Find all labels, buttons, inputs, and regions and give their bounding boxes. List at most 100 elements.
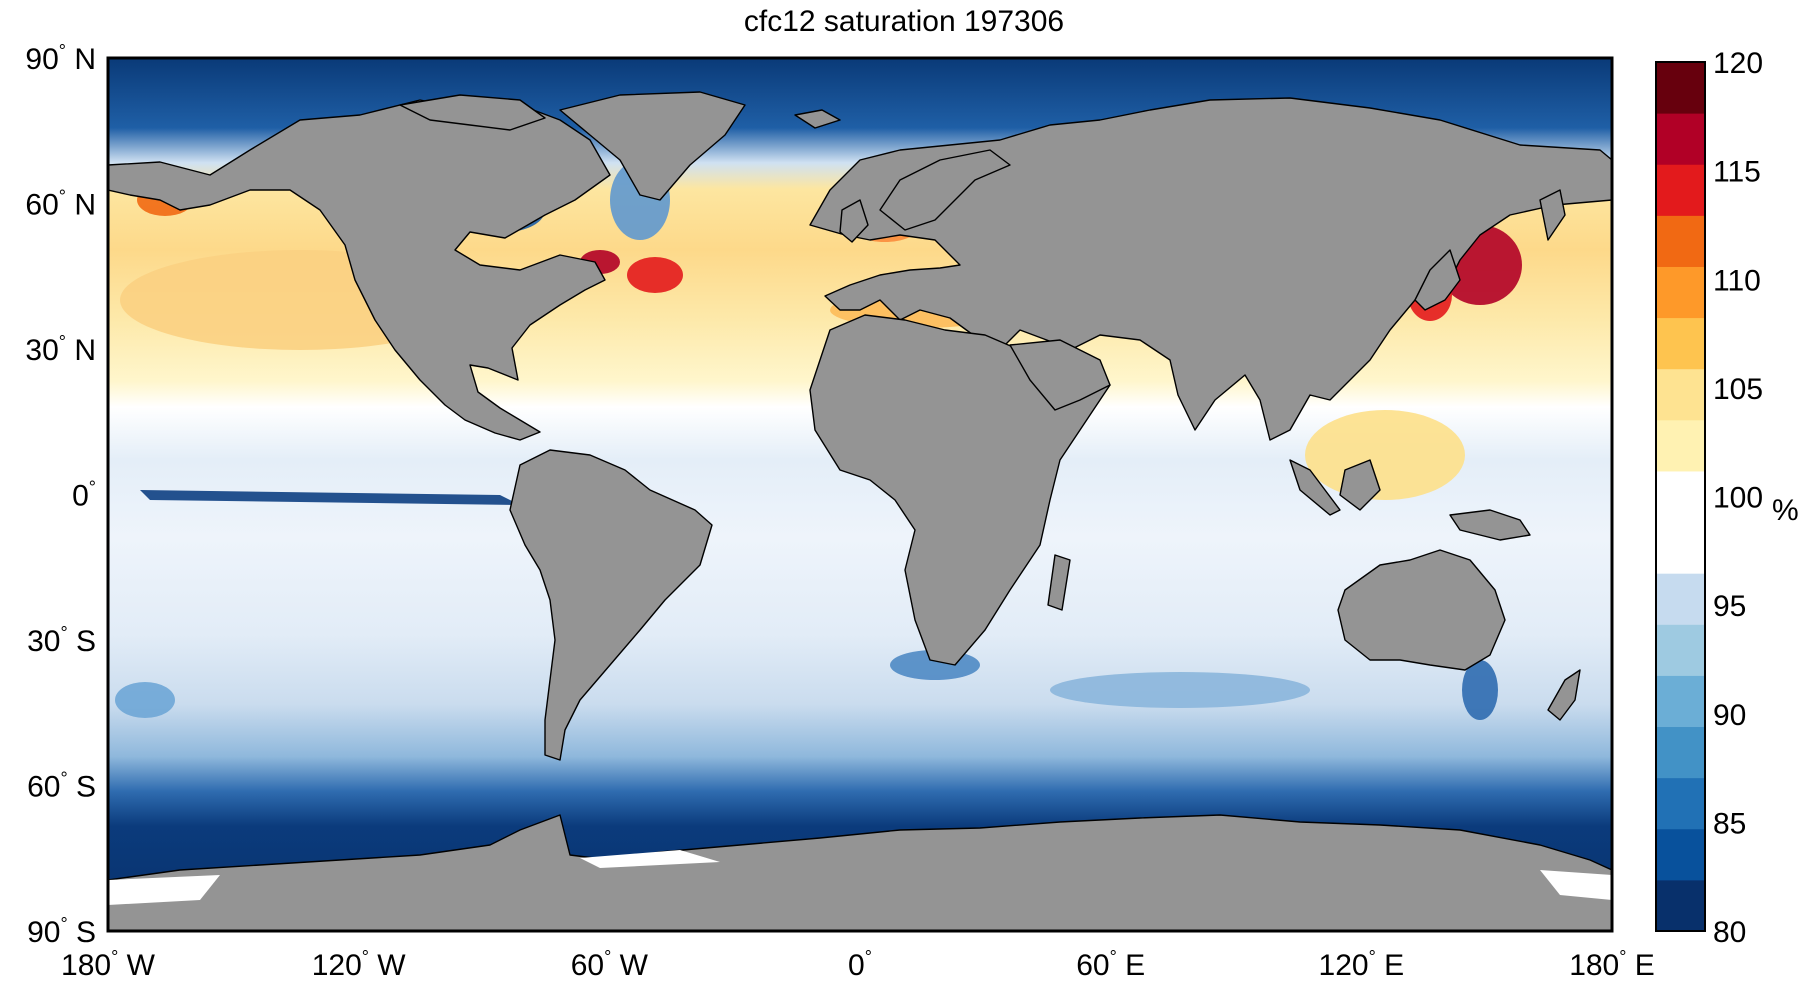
lon-tick-label-degree-sign: ° bbox=[865, 947, 872, 967]
scandinavia bbox=[879, 149, 1011, 231]
iceland bbox=[794, 109, 841, 129]
lon-tick-label-hemisphere: W bbox=[611, 949, 648, 982]
lat-tick-label-hemisphere: N bbox=[66, 189, 96, 222]
lat-tick-label: 60° N bbox=[25, 187, 96, 222]
latitude-ticks: 90° N60° N30° N0°30° S60° S90° S bbox=[25, 41, 96, 949]
lat-tick-label-degrees: 30 bbox=[27, 625, 60, 658]
lat-tick-label-degree-sign: ° bbox=[59, 41, 66, 61]
colorbar-frame bbox=[1655, 61, 1706, 932]
sumatra bbox=[1289, 459, 1341, 516]
colorbar-swatch bbox=[1656, 522, 1705, 574]
new-zealand bbox=[1547, 669, 1581, 721]
lat-tick-label-degree-sign: ° bbox=[59, 187, 66, 207]
colorbar-swatch bbox=[1656, 317, 1705, 370]
lon-tick-label-degree-sign: ° bbox=[1619, 947, 1626, 967]
lon-tick-label-degrees: 180 bbox=[1569, 949, 1619, 982]
colorbar: 80 85 90 95 100 105 110 115 120% bbox=[1655, 47, 1799, 949]
lat-tick-label: 0° bbox=[72, 478, 96, 513]
lon-tick-label: 120° W bbox=[312, 947, 407, 982]
colorbar-swatch bbox=[1656, 215, 1705, 267]
lon-tick-label-hemisphere: E bbox=[1117, 949, 1145, 982]
australia bbox=[1337, 549, 1506, 671]
equatorial-pacific-band bbox=[140, 490, 520, 505]
antarctica bbox=[108, 814, 1612, 931]
colorbar-swatch bbox=[1656, 675, 1705, 728]
land-masses bbox=[108, 91, 1612, 931]
lat-tick-label-hemisphere: S bbox=[68, 771, 96, 804]
lon-tick-label-degree-sign: ° bbox=[362, 947, 369, 967]
lat-tick-label-hemisphere: S bbox=[68, 916, 96, 949]
lat-tick-label-degree-sign: ° bbox=[60, 769, 67, 789]
lon-tick-label-degrees: 120 bbox=[1319, 949, 1369, 982]
indian-southern-low bbox=[1050, 672, 1310, 708]
ross-sea-ice bbox=[108, 875, 220, 905]
colorbar-swatch bbox=[1656, 419, 1705, 472]
canadian-archipelago bbox=[399, 94, 546, 131]
south-pacific-low bbox=[115, 682, 175, 718]
colorbar-swatch bbox=[1656, 624, 1705, 676]
madagascar bbox=[1047, 554, 1071, 611]
map-frame bbox=[106, 56, 1614, 933]
lat-tick-label: 90° S bbox=[27, 914, 96, 949]
lat-tick-label-hemisphere: N bbox=[66, 334, 96, 367]
colorbar-tick-label: 115 bbox=[1713, 156, 1761, 189]
lon-tick-label-degree-sign: ° bbox=[604, 947, 611, 967]
lon-tick-label: 60° E bbox=[1076, 947, 1145, 982]
lon-tick-label-hemisphere: W bbox=[369, 949, 406, 982]
lat-tick-label-degree-sign: ° bbox=[60, 623, 67, 643]
lon-tick-label: 180° E bbox=[1569, 947, 1655, 982]
lon-tick-label-degree-sign: ° bbox=[1110, 947, 1117, 967]
kamchatka bbox=[1539, 189, 1566, 241]
south-america bbox=[509, 449, 713, 761]
map-area bbox=[108, 58, 1612, 931]
eurasia bbox=[809, 97, 1612, 441]
arabia bbox=[1009, 339, 1111, 411]
lat-tick-label-degrees: 60 bbox=[27, 771, 60, 804]
lat-tick-label-degree-sign: ° bbox=[60, 914, 67, 934]
lon-tick-label: 180° W bbox=[61, 947, 156, 982]
map-title: cfc12 saturation 197306 bbox=[743, 5, 1065, 38]
lat-tick-label: 90° N bbox=[25, 41, 96, 76]
lon-tick-label-degrees: 60 bbox=[571, 949, 604, 982]
colorbar-tick-label: 100 bbox=[1713, 482, 1763, 515]
sea-ice-edges bbox=[108, 850, 1612, 905]
great-britain bbox=[839, 199, 869, 243]
colorbar-swatch bbox=[1656, 828, 1705, 881]
lat-tick-label-hemisphere: N bbox=[66, 43, 96, 76]
north-atlantic-high bbox=[627, 257, 683, 293]
colorbar-swatch bbox=[1656, 879, 1705, 932]
lat-tick-label: 60° S bbox=[27, 769, 96, 804]
colorbar-swatch bbox=[1656, 62, 1705, 114]
lon-tick-label: 60° W bbox=[571, 947, 649, 982]
new-guinea bbox=[1449, 509, 1531, 541]
lon-tick-label-hemisphere: E bbox=[1626, 949, 1654, 982]
colorbar-swatch bbox=[1656, 266, 1705, 319]
lat-tick-label-degrees: 30 bbox=[25, 334, 58, 367]
lat-tick-label-degrees: 90 bbox=[27, 916, 60, 949]
colorbar-tick-label: 90 bbox=[1713, 699, 1746, 732]
colorbar-tick-label: 85 bbox=[1713, 807, 1746, 840]
longitude-ticks: 180° W 120° W 60° W 0° 60° E 120° E 180° E bbox=[61, 947, 1655, 982]
colorbar-tick-label: 80 bbox=[1713, 916, 1746, 949]
lat-tick-label-degree-sign: ° bbox=[89, 478, 96, 498]
colorbar-swatch bbox=[1656, 726, 1705, 779]
lon-tick-label-degree-sign: ° bbox=[111, 947, 118, 967]
lat-tick-label: 30° S bbox=[27, 623, 96, 658]
colorbar-swatch bbox=[1656, 573, 1705, 625]
lon-tick-label-hemisphere: E bbox=[1376, 949, 1404, 982]
colorbar-swatch bbox=[1656, 113, 1705, 165]
lon-tick-label-hemisphere: W bbox=[118, 949, 155, 982]
tasman-low bbox=[1462, 660, 1498, 720]
lat-tick-label-degree-sign: ° bbox=[59, 332, 66, 352]
lat-tick-label-degrees: 90 bbox=[25, 43, 58, 76]
colorbar-unit: % bbox=[1772, 494, 1799, 527]
east-antarctic-ice bbox=[1540, 870, 1612, 900]
lon-tick-label-degrees: 120 bbox=[312, 949, 362, 982]
colorbar-tick-label: 110 bbox=[1713, 264, 1761, 297]
lon-tick-label-degree-sign: ° bbox=[1369, 947, 1376, 967]
colorbar-tick-label: 105 bbox=[1713, 373, 1763, 406]
japan bbox=[1414, 249, 1461, 311]
colorbar-swatch bbox=[1656, 164, 1705, 216]
lat-tick-label-degrees: 0 bbox=[72, 480, 89, 513]
